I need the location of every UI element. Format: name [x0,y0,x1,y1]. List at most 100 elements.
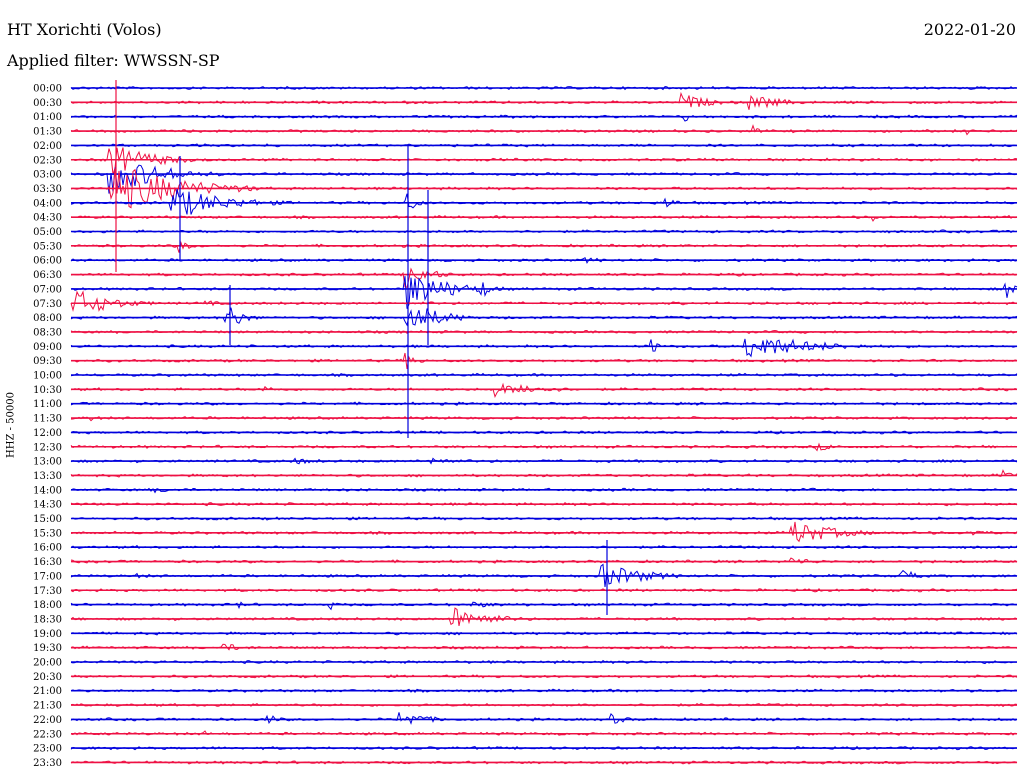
trace-waveform [70,229,1018,234]
trace-waveform [70,164,1018,194]
trace-waveform [70,188,1018,215]
time-label: 07:00 [33,284,62,295]
filter-label: Applied filter: WWSSN-SP [7,51,220,70]
time-label: 16:30 [33,557,62,568]
trace-waveform [70,307,1018,327]
time-label: 15:00 [33,514,62,525]
time-label: 16:00 [33,543,62,554]
trace-waveform [70,276,1018,309]
trace-waveform [70,442,1018,452]
time-label: 08:30 [33,327,62,338]
trace-waveform [70,91,1018,110]
trace-waveform [70,338,1018,358]
trace-waveform [70,329,1018,335]
time-label: 05:30 [33,241,62,252]
time-label: 09:30 [33,356,62,367]
trace-waveform [70,168,1018,209]
time-label: 14:30 [33,500,62,511]
trace-waveform [70,563,1018,587]
trace-waveform [70,688,1018,693]
trace-waveform [70,469,1018,478]
time-label: 20:00 [33,658,62,669]
time-label: 08:00 [33,313,62,324]
time-label: 18:00 [33,600,62,611]
time-label: 13:30 [33,471,62,482]
trace-waveform [70,457,1018,465]
trace-waveform [70,143,1018,148]
time-label: 06:30 [33,270,62,281]
trace-waveform [70,516,1018,521]
time-label: 02:00 [33,141,62,152]
time-label: 15:30 [33,528,62,539]
trace-waveform [70,607,1018,626]
time-label: 06:00 [33,256,62,267]
trace-waveform [70,430,1018,435]
trace-waveform [70,674,1018,679]
trace-waveform [70,631,1018,636]
time-label: 05:00 [33,227,62,238]
trace-waveform [70,267,1018,288]
trace-waveform [70,240,1018,253]
trace-waveform [70,760,1018,765]
time-label: 11:00 [33,399,62,410]
time-label: 17:30 [33,586,62,597]
time-label: 12:00 [33,428,62,439]
record-date: 2022-01-20 [923,20,1016,39]
time-label: 04:00 [33,198,62,209]
time-label: 03:30 [33,184,62,195]
trace-waveform [70,745,1017,751]
trace-waveform [70,124,1018,136]
trace-waveform [70,382,1018,398]
trace-waveform [70,521,1018,543]
time-label: 21:00 [33,686,62,697]
time-label: 17:00 [33,571,62,582]
time-label: 00:30 [33,98,62,109]
time-label: 13:00 [33,457,62,468]
trace-waveform [70,352,1018,370]
time-label: 23:00 [33,744,62,755]
time-label: 04:30 [33,213,62,224]
station-title: HT Xorichti (Volos) [7,20,162,39]
trace-waveform [70,290,1018,312]
time-label: 23:30 [33,758,62,769]
time-label: 07:30 [33,299,62,310]
trace-waveform [70,487,1018,494]
trace-waveform [70,588,1018,593]
trace-waveform [70,415,1018,422]
trace-waveform [70,502,1018,507]
trace-waveform [70,147,1018,175]
trace-waveform [70,730,1018,736]
time-label: 11:30 [33,414,62,425]
trace-waveform [70,256,1018,264]
trace-waveform [70,659,1017,665]
trace-waveform [70,702,1018,708]
trace-waveform [70,214,1018,222]
trace-waveform [70,643,1018,651]
time-label: 21:30 [33,701,62,712]
time-label: 00:00 [33,84,62,95]
trace-waveform [70,557,1018,564]
trace-waveform [70,544,1018,550]
time-label: 20:30 [33,672,62,683]
time-label: 09:00 [33,342,62,353]
trace-waveform [70,601,1017,611]
time-label: 12:30 [33,442,62,453]
time-label: 10:30 [33,385,62,396]
trace-waveform [70,712,1018,725]
trace-waveform [70,372,1018,378]
time-label: 18:30 [33,614,62,625]
time-label: 01:00 [33,112,62,123]
time-label: 14:00 [33,485,62,496]
trace-waveform [70,85,1018,91]
trace-waveform [70,114,1018,122]
time-label: 22:30 [33,729,62,740]
time-label: 01:30 [33,127,62,138]
time-label: 22:00 [33,715,62,726]
time-label: 19:30 [33,643,62,654]
time-label: 03:00 [33,170,62,181]
time-label: 19:00 [33,629,62,640]
time-label: 10:00 [33,371,62,382]
trace-waveform [70,401,1018,406]
time-label: 02:30 [33,155,62,166]
